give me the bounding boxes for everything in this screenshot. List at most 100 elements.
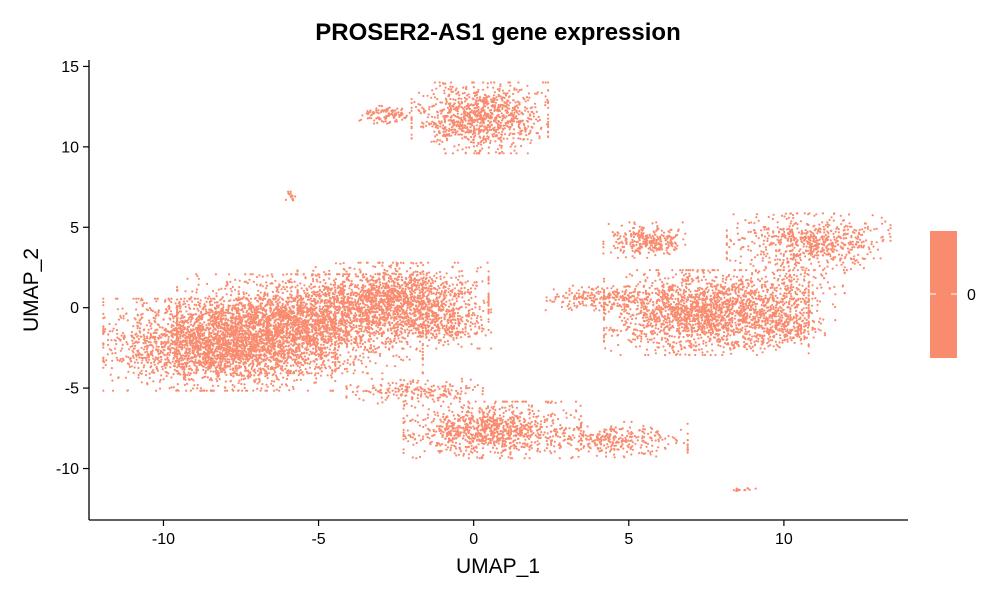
data-point bbox=[164, 327, 167, 330]
data-point bbox=[170, 301, 173, 304]
data-point bbox=[259, 389, 262, 392]
data-point bbox=[372, 349, 375, 352]
data-point bbox=[231, 362, 234, 365]
data-point bbox=[257, 357, 261, 360]
data-point bbox=[281, 365, 284, 368]
data-point bbox=[265, 281, 268, 284]
data-point bbox=[290, 294, 293, 297]
data-point bbox=[166, 356, 169, 359]
data-point bbox=[294, 353, 297, 356]
data-point bbox=[260, 372, 263, 375]
data-point bbox=[286, 341, 289, 344]
data-point bbox=[266, 351, 269, 354]
data-point bbox=[286, 361, 289, 364]
data-point bbox=[237, 381, 240, 385]
data-point bbox=[247, 337, 250, 341]
data-point bbox=[409, 345, 412, 348]
data-point bbox=[225, 280, 229, 283]
data-point bbox=[279, 346, 282, 349]
data-point bbox=[384, 342, 388, 345]
data-point bbox=[168, 354, 171, 357]
data-point bbox=[248, 372, 252, 375]
data-point bbox=[274, 366, 277, 369]
data-point bbox=[281, 298, 285, 301]
data-point bbox=[114, 323, 117, 326]
data-point bbox=[295, 362, 298, 365]
data-point bbox=[311, 273, 314, 276]
data-point bbox=[206, 282, 209, 285]
data-point bbox=[320, 357, 323, 360]
data-point bbox=[293, 280, 296, 283]
data-point bbox=[268, 341, 271, 344]
data-point bbox=[181, 319, 184, 323]
data-point bbox=[373, 334, 376, 337]
data-point bbox=[280, 383, 283, 386]
data-point bbox=[312, 340, 315, 343]
data-point bbox=[208, 301, 211, 304]
data-point bbox=[302, 373, 305, 376]
data-point bbox=[301, 358, 304, 361]
data-point bbox=[311, 277, 315, 281]
data-point bbox=[203, 331, 206, 334]
data-point bbox=[286, 372, 289, 375]
data-point bbox=[206, 340, 209, 343]
data-point bbox=[208, 351, 211, 354]
data-point bbox=[400, 358, 403, 361]
data-point bbox=[196, 275, 199, 278]
data-point bbox=[216, 356, 219, 359]
data-point bbox=[174, 352, 177, 356]
data-point bbox=[125, 312, 128, 315]
data-point bbox=[117, 376, 120, 379]
data-point bbox=[270, 343, 273, 346]
data-point bbox=[283, 288, 286, 291]
data-point bbox=[222, 334, 225, 337]
data-point bbox=[194, 354, 197, 357]
data-point bbox=[378, 354, 382, 357]
data-point bbox=[272, 354, 275, 357]
data-point bbox=[152, 316, 155, 319]
data-point bbox=[302, 310, 305, 313]
data-point bbox=[237, 389, 240, 392]
data-point bbox=[280, 348, 283, 351]
data-point bbox=[255, 283, 258, 286]
data-point bbox=[229, 280, 232, 283]
data-point bbox=[233, 370, 236, 373]
data-point bbox=[238, 365, 241, 368]
data-point bbox=[222, 310, 225, 313]
data-point bbox=[189, 313, 192, 316]
data-point bbox=[187, 316, 191, 319]
data-point bbox=[385, 364, 388, 367]
data-point bbox=[186, 335, 189, 338]
data-point bbox=[242, 310, 245, 313]
data-point bbox=[186, 359, 189, 362]
data-point bbox=[356, 344, 359, 347]
data-point bbox=[327, 307, 330, 310]
data-point bbox=[253, 339, 256, 342]
data-point bbox=[116, 336, 119, 339]
data-point bbox=[102, 389, 105, 392]
data-point bbox=[183, 374, 186, 377]
data-point bbox=[183, 357, 186, 360]
data-point bbox=[154, 314, 157, 318]
data-point bbox=[152, 357, 155, 360]
data-point bbox=[245, 292, 248, 295]
data-point bbox=[132, 371, 135, 374]
data-point bbox=[243, 306, 246, 309]
data-point bbox=[289, 339, 293, 342]
data-point bbox=[328, 351, 331, 354]
data-point bbox=[178, 321, 181, 324]
data-point bbox=[135, 332, 138, 335]
data-point bbox=[303, 301, 306, 304]
data-point bbox=[108, 330, 111, 333]
data-point bbox=[260, 353, 263, 357]
data-point bbox=[395, 354, 398, 357]
data-point bbox=[278, 283, 281, 286]
data-point bbox=[331, 328, 334, 331]
data-point bbox=[388, 342, 391, 345]
data-point bbox=[140, 335, 143, 338]
data-point bbox=[218, 357, 221, 360]
data-point bbox=[338, 332, 341, 336]
data-point bbox=[241, 324, 244, 327]
data-point bbox=[146, 383, 149, 386]
data-point bbox=[142, 348, 146, 351]
